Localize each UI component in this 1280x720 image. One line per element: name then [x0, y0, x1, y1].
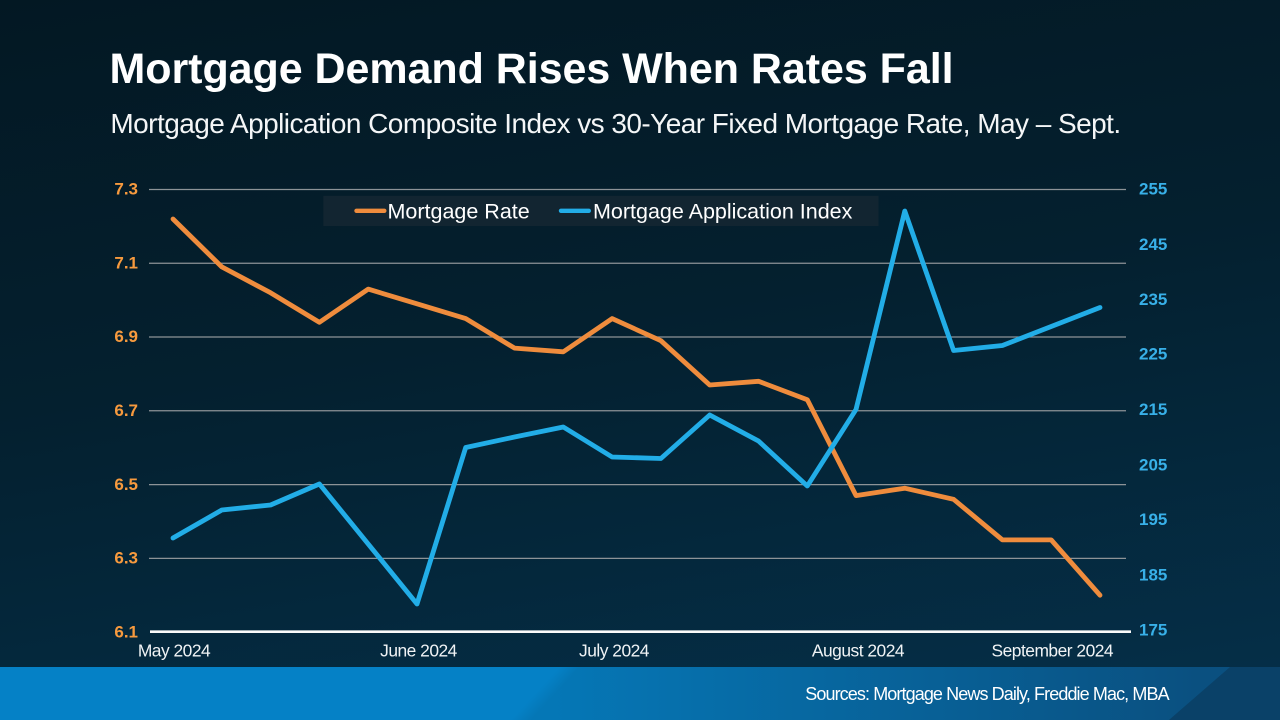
svg-text:Sources: Mortgage News Daily,: Sources: Mortgage News Daily, Freddie Ma…	[805, 684, 1169, 704]
svg-text:6.5: 6.5	[114, 475, 138, 494]
svg-text:245: 245	[1139, 235, 1167, 254]
svg-text:185: 185	[1139, 566, 1167, 585]
svg-text:255: 255	[1139, 180, 1167, 199]
svg-text:175: 175	[1139, 620, 1167, 639]
svg-text:215: 215	[1139, 400, 1167, 419]
svg-text:June 2024: June 2024	[380, 641, 458, 661]
svg-text:Mortgage Application Index: Mortgage Application Index	[593, 199, 853, 223]
svg-text:6.3: 6.3	[114, 549, 138, 568]
svg-text:225: 225	[1139, 345, 1167, 364]
svg-text:7.3: 7.3	[114, 180, 138, 199]
svg-text:Mortgage Rate: Mortgage Rate	[388, 199, 530, 223]
svg-text:205: 205	[1139, 455, 1167, 474]
svg-text:September 2024: September 2024	[992, 641, 1114, 661]
svg-text:6.9: 6.9	[114, 327, 138, 346]
svg-text:6.1: 6.1	[114, 622, 138, 641]
svg-text:July 2024: July 2024	[579, 641, 650, 661]
svg-text:May 2024: May 2024	[138, 641, 211, 661]
svg-text:6.7: 6.7	[114, 401, 138, 420]
svg-text:7.1: 7.1	[114, 254, 138, 273]
svg-text:August 2024: August 2024	[812, 641, 905, 661]
svg-text:235: 235	[1139, 290, 1167, 309]
svg-text:195: 195	[1139, 510, 1167, 529]
